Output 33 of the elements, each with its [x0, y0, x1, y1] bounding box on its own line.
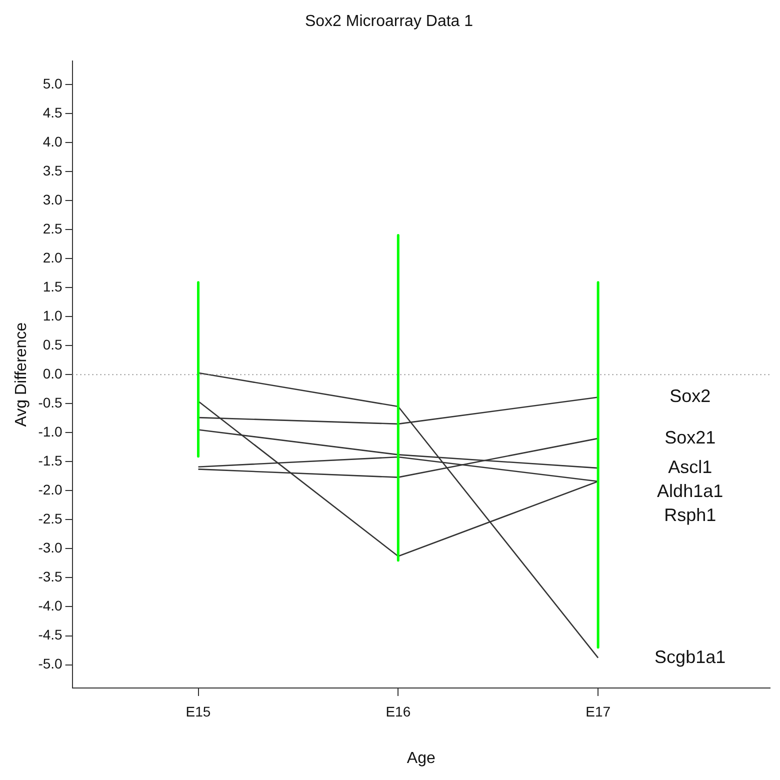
y-tick-label: 4.0 [42, 133, 63, 150]
y-tick-label: -4.5 [38, 626, 63, 643]
y-tick-label: -0.5 [38, 394, 63, 410]
y-tick-label: -4.0 [38, 598, 63, 614]
text: Aldh1a1 [657, 481, 724, 502]
y-tick-label: -5.0 [38, 656, 63, 672]
chart-title: Sox2 Microarray Data 1 [304, 13, 474, 30]
y-tick-label: -1.5 [38, 452, 63, 469]
y-tick-label: 2.0 [42, 249, 63, 266]
y-tick-label: 0.0 [42, 365, 63, 382]
x-tick-label: E16 [386, 703, 411, 720]
y-tick-label: -3.5 [38, 568, 63, 585]
y-tick-label: 1.5 [42, 278, 63, 294]
text: Rsph1 [664, 505, 716, 526]
y-tick-label: -3.0 [38, 540, 63, 556]
y-tick-label: 4.5 [42, 104, 63, 120]
x-axis-title: Age [406, 750, 436, 767]
y-tick-label: -2.0 [38, 482, 63, 498]
x-tick-label: E17 [586, 703, 611, 720]
y-tick-label: 3.5 [42, 162, 63, 178]
y-tick-label: 3.0 [42, 191, 63, 208]
text: Scgb1a1 [654, 646, 726, 667]
y-axis-title: Avg Difference [13, 322, 30, 427]
y-tick-label: 1.0 [42, 307, 63, 324]
text: Ascl1 [668, 457, 712, 478]
y-tick-label: 2.5 [42, 220, 63, 236]
y-tick-label: 0.5 [42, 336, 63, 352]
x-tick-label: E15 [186, 703, 211, 720]
text: Sox21 [664, 427, 716, 448]
text: Sox2 [670, 386, 711, 406]
y-tick-label: -2.5 [38, 510, 63, 527]
y-tick-label: -1.0 [38, 423, 63, 440]
y-tick-label: 5.0 [42, 75, 63, 92]
